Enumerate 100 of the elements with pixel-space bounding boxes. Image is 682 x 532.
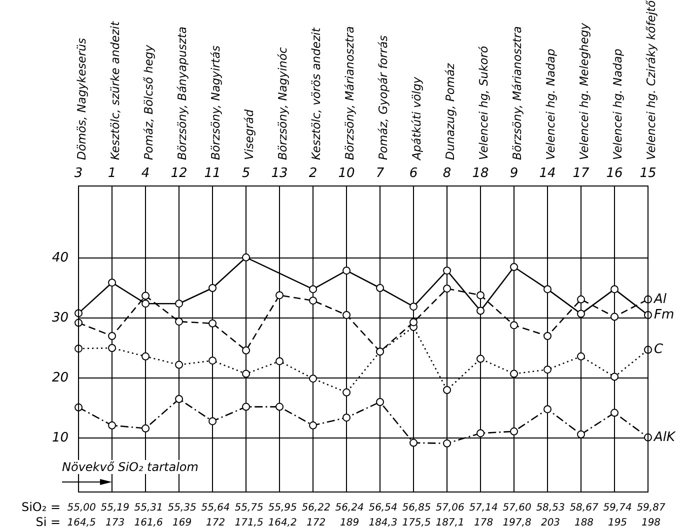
text: 57,14	[469, 502, 498, 514]
text: 172	[206, 518, 226, 529]
x-tick-label: Velencei hg. Nadap	[610, 48, 624, 160]
text: SiO₂ =	[21, 500, 61, 514]
text: 17	[572, 166, 590, 181]
text: 173	[105, 518, 125, 529]
text: 189	[340, 518, 360, 529]
text: 6	[409, 166, 418, 181]
y-tick-label: 10	[52, 430, 69, 446]
point	[610, 408, 619, 417]
text: 187,1	[436, 518, 464, 529]
x-tick-label: Pomáz, Gyopár forrás	[376, 35, 390, 160]
point	[476, 291, 485, 300]
text: 198	[641, 518, 661, 529]
text: 55,35	[168, 502, 196, 514]
text: 188	[574, 518, 594, 529]
text: 3	[74, 166, 83, 181]
text: 175,5	[402, 518, 431, 529]
point	[242, 370, 250, 378]
point	[476, 354, 485, 363]
annotation: Növekvő SiO₂ tartalom	[62, 460, 198, 474]
text: 1	[108, 166, 116, 181]
text: 55,75	[234, 502, 264, 514]
series-label: AlK	[653, 430, 677, 445]
text: 18	[472, 166, 489, 181]
text: 56,85	[402, 502, 431, 514]
text: 7	[376, 166, 385, 181]
text: 4	[141, 166, 150, 181]
text: 161,6	[134, 518, 163, 529]
x-tick-label: Pomáz, Bölcső hegy	[142, 44, 156, 160]
series-label: C	[654, 342, 664, 358]
text: 9	[510, 166, 518, 181]
x-tick-label: Velencei hg. Cziráky kőfejtő	[644, 0, 658, 160]
text: 8	[442, 166, 452, 181]
point	[443, 284, 452, 293]
text: 169	[172, 518, 192, 529]
point	[342, 388, 351, 396]
point	[443, 439, 452, 448]
text: 2	[308, 166, 318, 181]
point	[208, 356, 217, 365]
point	[476, 429, 485, 438]
point	[108, 278, 116, 287]
point	[108, 332, 116, 340]
y-tick-label: 20	[52, 370, 69, 386]
point	[510, 263, 518, 271]
point	[276, 357, 284, 366]
text: 13	[271, 166, 288, 181]
point	[577, 352, 586, 360]
text: 55,19	[100, 502, 130, 514]
x-tick-label: Börzsöny, Márianosztra	[510, 26, 524, 160]
point	[142, 300, 150, 308]
text: 5	[242, 166, 250, 181]
point	[610, 372, 619, 381]
x-tick-label: Visegrád	[242, 108, 256, 160]
point	[410, 438, 418, 447]
point	[242, 346, 250, 354]
text: 55,31	[134, 502, 163, 514]
text: 164,5	[67, 518, 96, 529]
text: 57,06	[436, 502, 464, 514]
series-label: Fm	[654, 307, 674, 322]
x-tick-label: Börzsöny, Bányapuszta	[175, 26, 190, 160]
text: 59,74	[603, 502, 632, 514]
x-tick-label: Börzsöny, Nagyinóc	[276, 46, 290, 160]
point	[443, 386, 452, 394]
point	[276, 291, 284, 300]
text: 55,95	[268, 502, 297, 514]
point	[342, 414, 351, 422]
point	[309, 296, 318, 305]
text: Si =	[36, 515, 61, 530]
point	[577, 295, 586, 304]
text: 164,2	[268, 518, 297, 529]
x-tick-label: Kesztölc, szürke andezit	[108, 21, 122, 160]
x-tick-label: Velencei hg, Sukoró	[476, 46, 490, 160]
y-tick-label: 30	[52, 310, 69, 326]
point	[175, 360, 184, 369]
text: 10	[338, 166, 355, 181]
point	[242, 253, 250, 262]
x-tick-label: Velencei hg. Meleghegy	[576, 22, 591, 160]
point	[208, 417, 217, 426]
series-label: Al	[653, 292, 667, 307]
point	[309, 285, 318, 294]
text: 55,64	[201, 502, 230, 514]
text: 59,87	[636, 502, 666, 514]
text: 172	[306, 518, 326, 529]
text: 203	[540, 518, 560, 529]
x-tick-label: Velencei hg. Nadap	[543, 48, 558, 160]
point	[276, 402, 284, 411]
point	[410, 302, 418, 311]
point	[108, 421, 116, 430]
text: 56,24	[335, 502, 364, 514]
text: 56,22	[302, 502, 330, 514]
point	[142, 352, 150, 360]
point	[242, 402, 250, 411]
x-tick-label: Börzsöny, Márianosztra	[342, 26, 357, 160]
point	[510, 321, 518, 330]
x-tick-label: Kesztölc, vörös andezit	[309, 27, 324, 160]
point	[610, 312, 619, 321]
point	[577, 310, 586, 318]
x-tick-label: Dömös, Nagykeserüs	[74, 38, 89, 160]
point	[142, 292, 150, 300]
